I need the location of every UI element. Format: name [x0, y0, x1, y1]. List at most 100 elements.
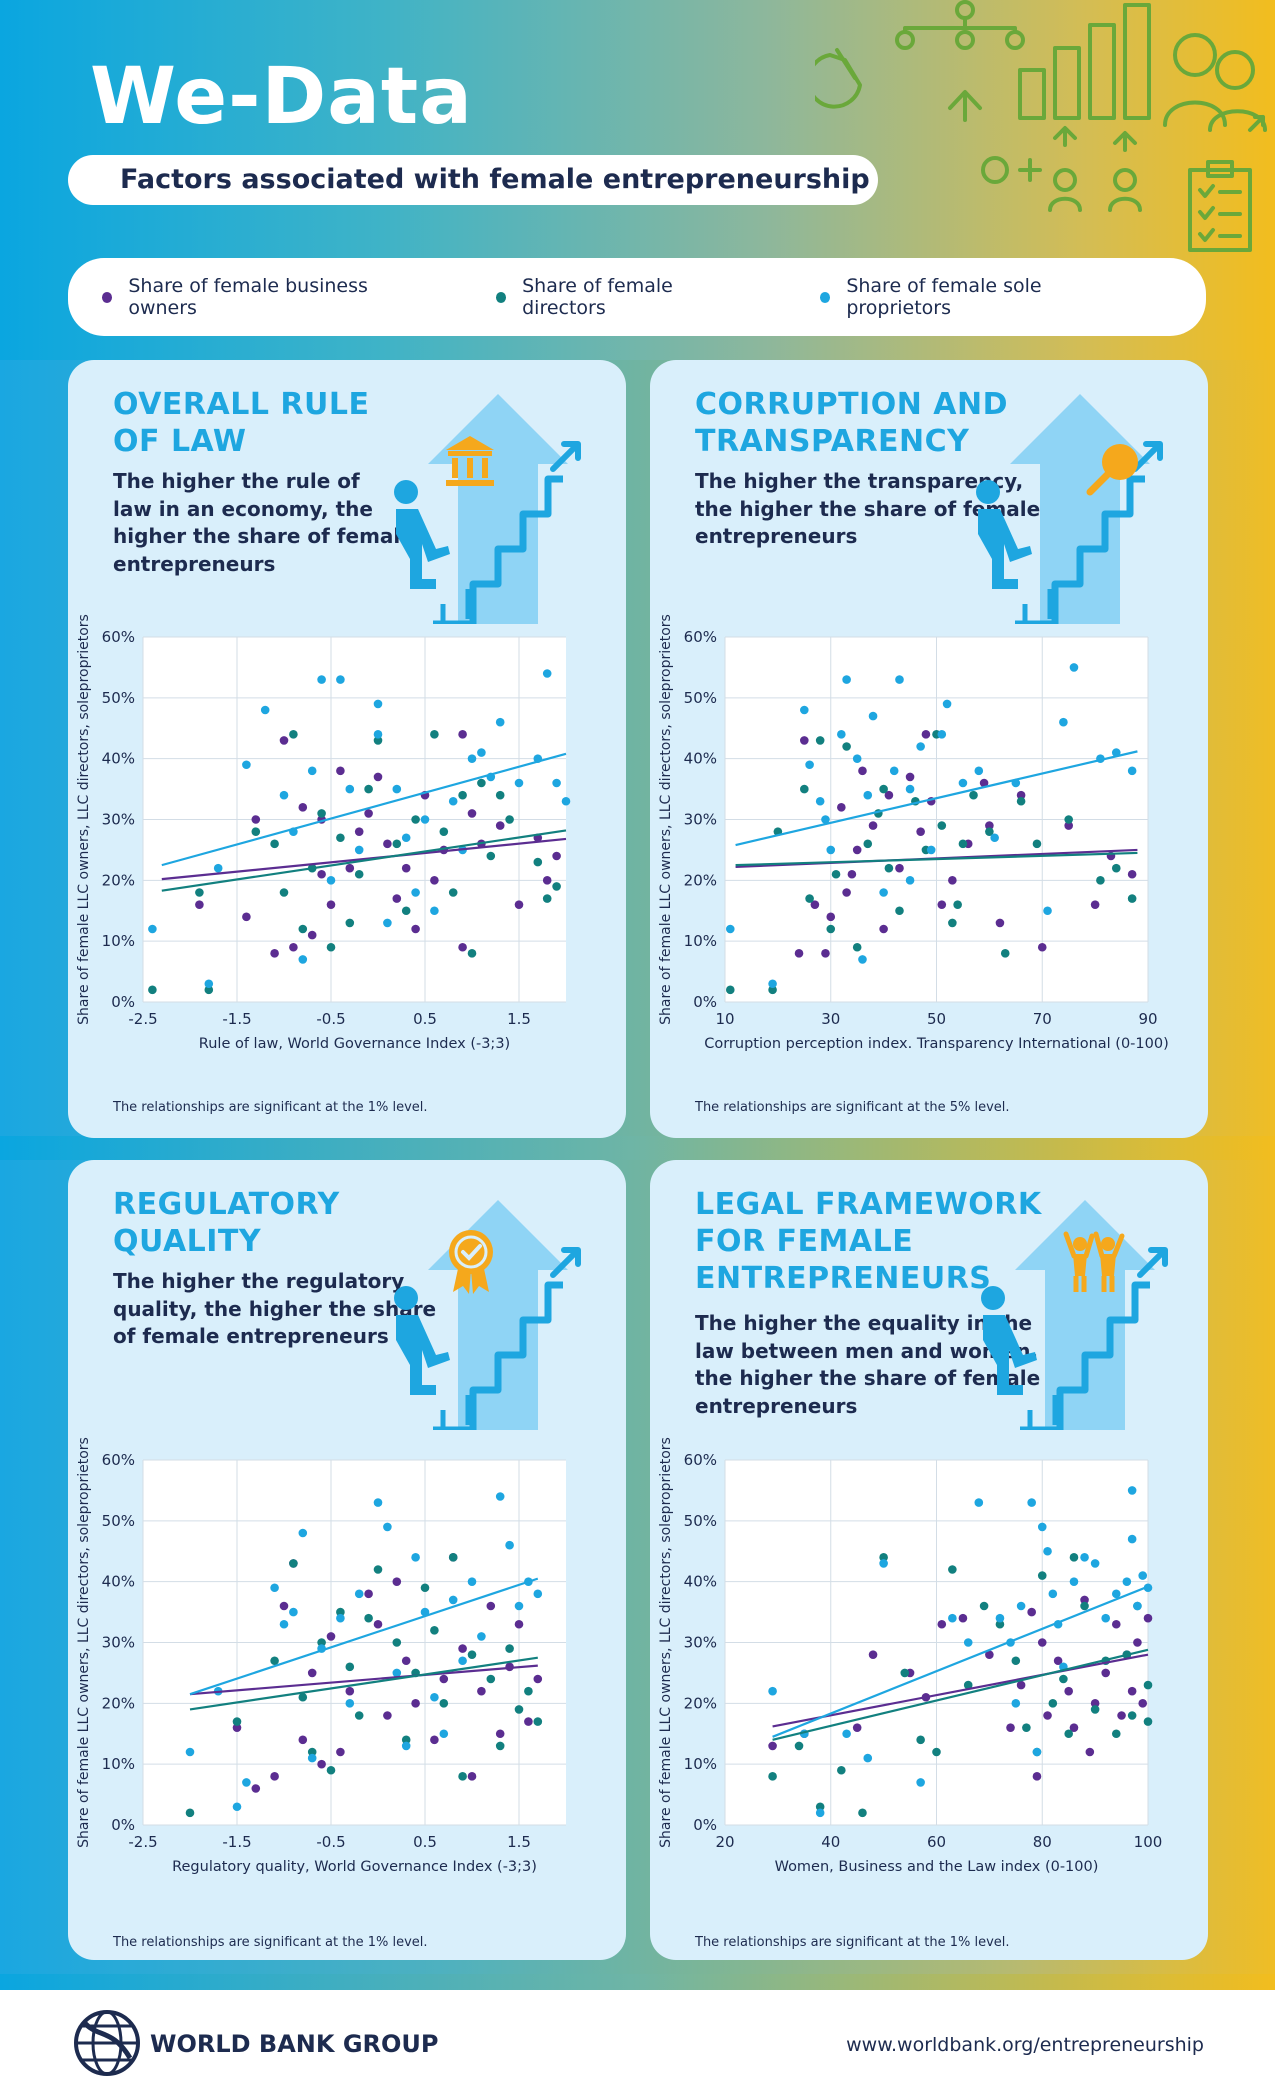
data-point	[1011, 1699, 1021, 1708]
data-point	[458, 1656, 467, 1666]
data-point	[467, 1772, 477, 1781]
data-point	[879, 888, 888, 897]
data-point	[411, 1553, 420, 1562]
data-point	[868, 1650, 878, 1659]
data-point	[430, 1626, 439, 1635]
data-point	[542, 669, 552, 678]
data-point	[430, 1692, 439, 1702]
data-point	[279, 790, 289, 800]
data-point	[458, 1772, 467, 1781]
data-point	[1064, 821, 1073, 830]
footer-url[interactable]: www.worldbank.org/entrepreneurship	[846, 2034, 1204, 2056]
data-point	[317, 1759, 326, 1769]
data-point	[148, 924, 157, 934]
award-ribbon-icon	[449, 1230, 493, 1294]
data-point	[1101, 1668, 1110, 1678]
panel-title: OVERALL RULE OF LAW	[113, 386, 369, 460]
data-point	[768, 1686, 777, 1696]
data-point	[383, 1522, 392, 1532]
data-point	[401, 1741, 411, 1751]
data-point	[879, 1553, 888, 1562]
data-point	[204, 979, 214, 989]
data-point	[213, 863, 223, 873]
data-point	[383, 1711, 392, 1720]
data-point	[1053, 1656, 1063, 1666]
data-point	[430, 730, 439, 739]
data-point	[561, 796, 571, 806]
data-point	[279, 888, 289, 897]
data-point	[458, 942, 467, 952]
data-point	[260, 705, 270, 715]
data-point	[298, 1528, 308, 1538]
data-point	[805, 894, 814, 903]
data-point	[486, 1601, 496, 1611]
x-tick-label: -0.5	[316, 1833, 345, 1851]
y-tick-label: 0%	[693, 1816, 717, 1834]
data-point	[430, 876, 439, 885]
data-point	[552, 778, 561, 788]
data-point	[948, 1613, 957, 1623]
data-point	[439, 1699, 449, 1708]
data-point	[826, 845, 836, 855]
data-point	[317, 809, 326, 818]
data-point	[948, 876, 957, 885]
data-point	[298, 803, 308, 812]
data-point	[905, 876, 915, 885]
stairs-climber-icon	[394, 394, 581, 624]
x-tick-label: 90	[1138, 1010, 1157, 1028]
world-bank-globe-icon	[74, 2010, 140, 2076]
data-point	[298, 924, 308, 934]
data-point	[354, 1589, 364, 1599]
data-point	[800, 705, 809, 715]
data-point	[895, 906, 904, 916]
data-point	[837, 1765, 846, 1775]
data-point	[298, 1735, 308, 1745]
data-point	[336, 833, 345, 843]
data-point	[1122, 1577, 1132, 1586]
data-point	[524, 1717, 533, 1726]
data-point	[1022, 1723, 1031, 1732]
data-point	[1143, 1717, 1153, 1726]
data-point	[185, 1747, 195, 1757]
data-point	[204, 985, 214, 995]
data-point	[505, 815, 514, 824]
legend-dot-directors	[495, 291, 507, 303]
data-point	[1080, 1601, 1089, 1611]
x-tick-label: -1.5	[222, 1833, 251, 1851]
y-tick-label: 50%	[102, 1512, 135, 1530]
data-point	[995, 1619, 1005, 1629]
legend-label-sole: Share of female sole proprietors	[846, 275, 1042, 319]
data-point	[439, 827, 449, 836]
data-point	[837, 803, 846, 812]
panel-rule-of-law: OVERALL RULE OF LAW The higher the rule …	[68, 360, 626, 1138]
data-point	[270, 1656, 279, 1666]
data-point	[852, 845, 862, 855]
y-tick-label: 30%	[684, 1634, 717, 1652]
data-point	[974, 1498, 984, 1507]
significance-note: The relationships are significant at the…	[113, 1935, 428, 1950]
data-point	[926, 845, 936, 855]
data-point	[364, 1613, 373, 1623]
x-tick-label: -0.5	[316, 1010, 345, 1028]
data-point	[364, 784, 373, 794]
data-point	[533, 1589, 543, 1599]
data-point	[289, 730, 298, 739]
legend-item-sole: Share of female sole proprietors	[819, 275, 1134, 319]
data-point	[279, 736, 289, 745]
legend-dot-owners	[102, 291, 113, 303]
data-point	[354, 1711, 364, 1720]
data-point	[1133, 1638, 1142, 1647]
y-axis-label: Share of female LLC owners, LLC director…	[658, 614, 674, 1025]
footer-background	[0, 1990, 1275, 2100]
data-point	[1080, 1553, 1089, 1562]
data-point	[411, 815, 420, 824]
data-point	[837, 730, 846, 739]
panel-desc-line: law in an economy, the	[113, 496, 373, 521]
panel-title-line: LEGAL FRAMEWORK	[695, 1187, 1042, 1222]
data-point	[448, 888, 458, 897]
data-point	[884, 863, 894, 873]
y-tick-label: 20%	[102, 871, 135, 889]
y-tick-label: 0%	[111, 1816, 135, 1834]
y-tick-label: 60%	[102, 628, 135, 646]
y-tick-label: 10%	[102, 1755, 135, 1773]
